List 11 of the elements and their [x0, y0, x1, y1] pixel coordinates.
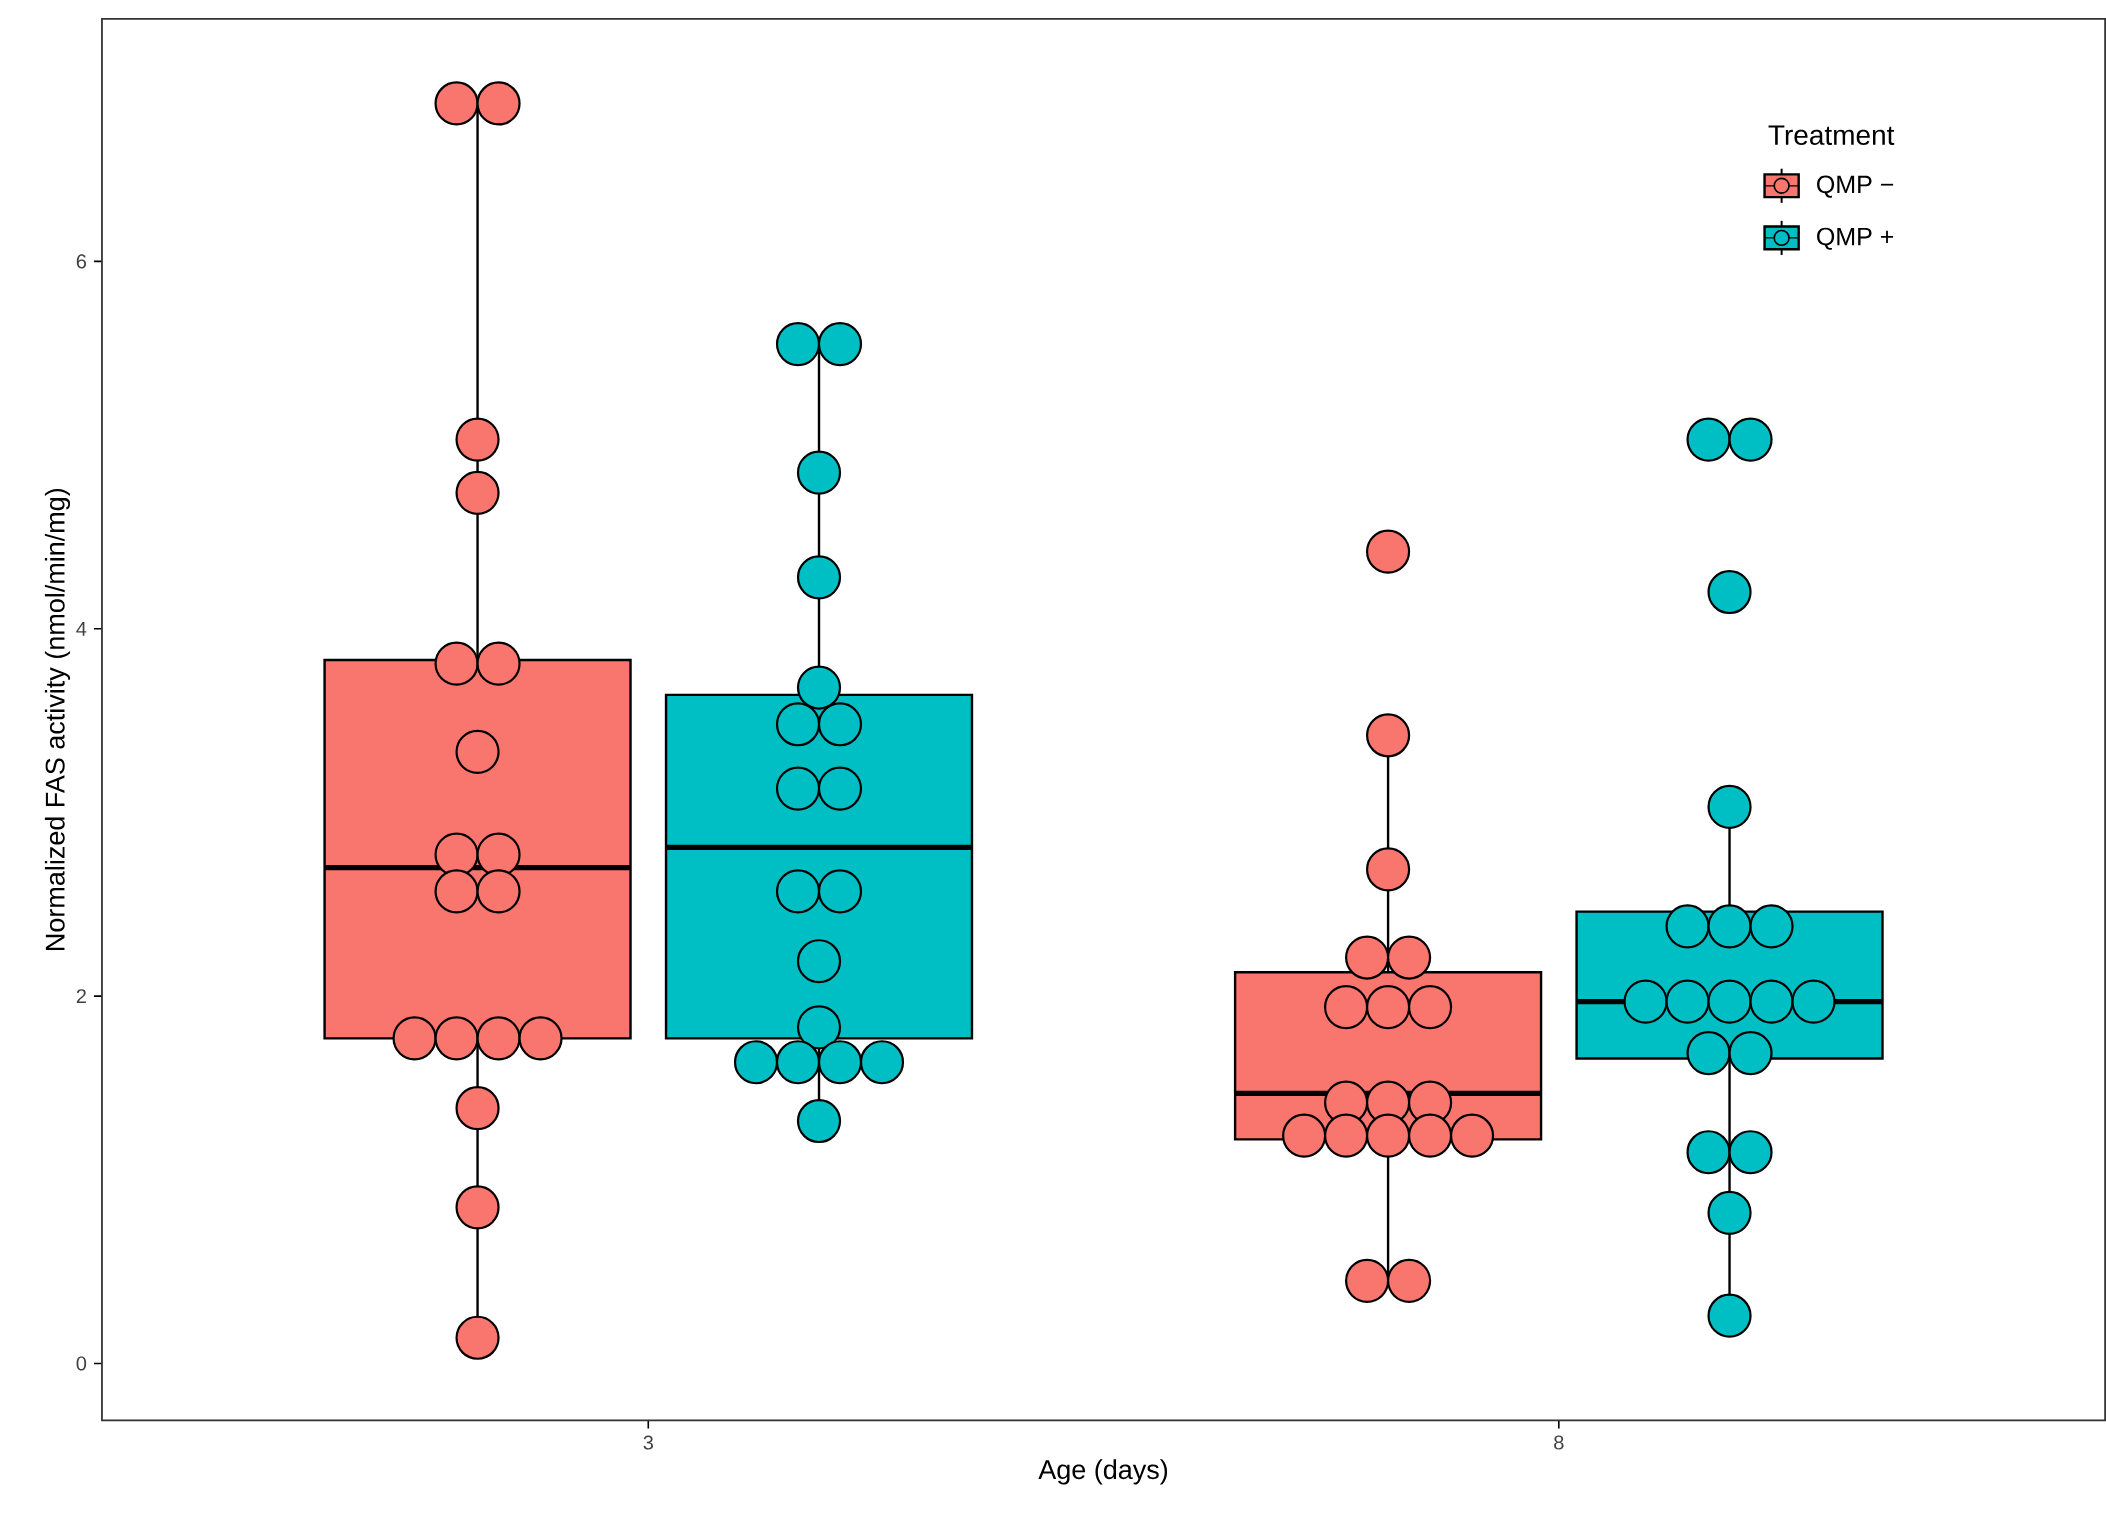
y-tick-label: 4 [76, 621, 87, 636]
x-tick-label: 8 [1554, 1435, 1564, 1450]
legend-title: Treatment [1768, 125, 1895, 145]
legend-label: QMP − [1817, 175, 1894, 198]
y-tick-label: 6 [76, 254, 87, 269]
y-tick-label: 0 [76, 1356, 87, 1371]
x-tick-label: 3 [643, 1435, 653, 1450]
y-axis-title: Normalized FAS activity (nmol/min/mg) [44, 488, 71, 950]
y-tick-label: 2 [76, 988, 86, 1003]
x-axis-title: Age (days) [1038, 1459, 1168, 1485]
legend-label: QMP + [1817, 227, 1894, 250]
